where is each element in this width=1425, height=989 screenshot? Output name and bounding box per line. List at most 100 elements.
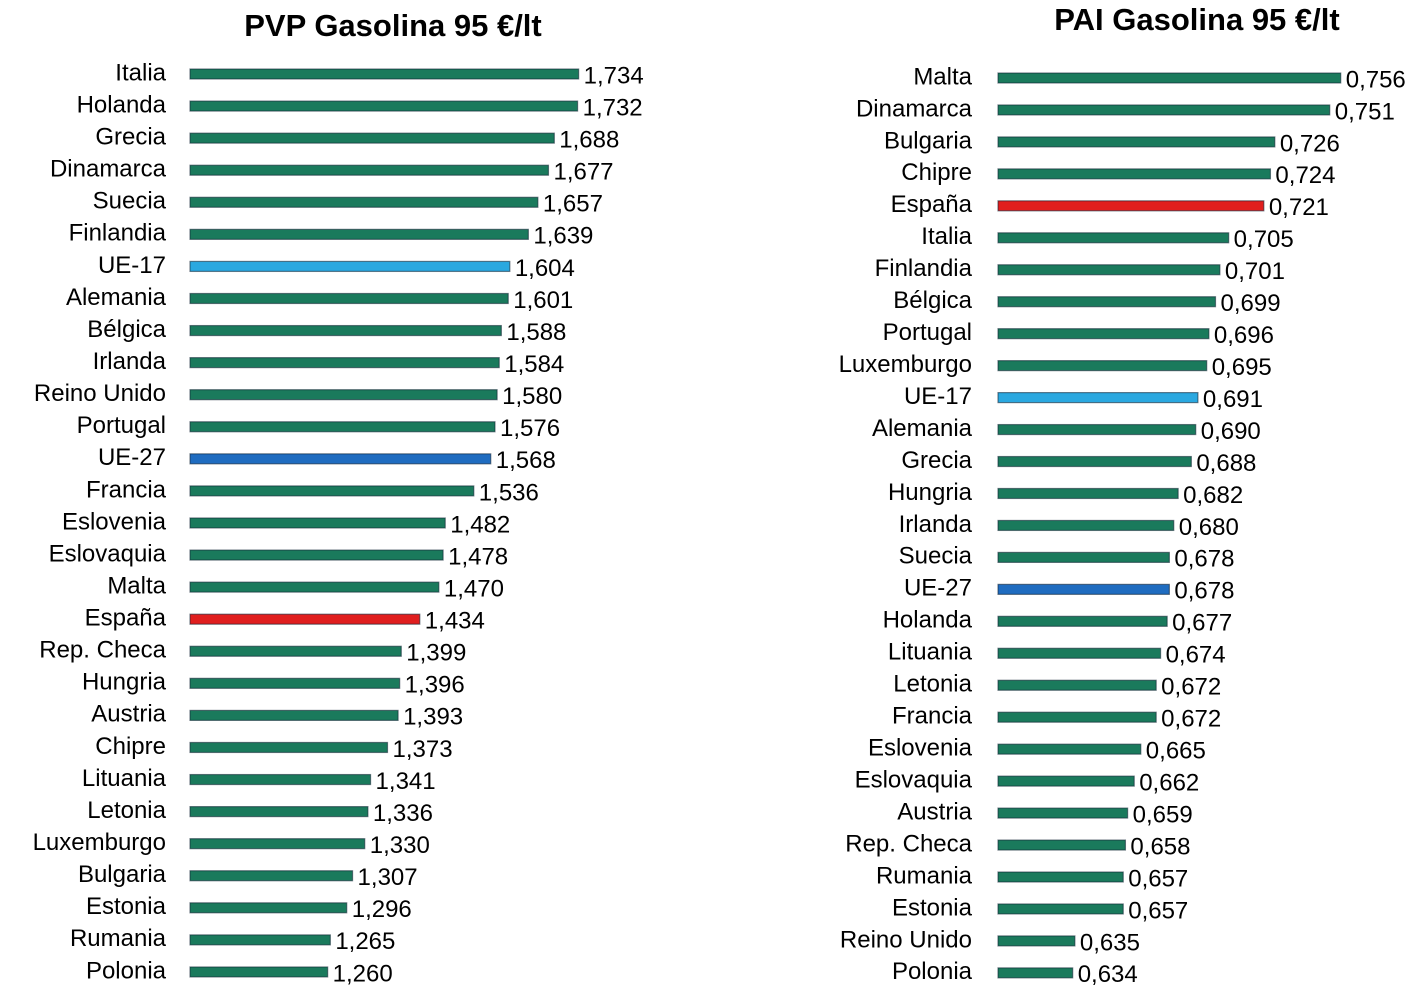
bar — [189, 132, 555, 144]
bar — [997, 328, 1210, 340]
bar — [997, 871, 1124, 883]
value-label: 1,677 — [553, 159, 613, 186]
bar — [189, 100, 579, 112]
bar — [997, 647, 1162, 659]
value-label: 0,659 — [1133, 801, 1193, 828]
value-label: 1,336 — [373, 800, 433, 827]
category-label: Francia — [86, 476, 167, 503]
category-label: Lituania — [888, 639, 973, 666]
bar — [997, 455, 1192, 468]
bar — [997, 775, 1135, 787]
value-label: 1,470 — [444, 575, 504, 602]
value-label: 1,688 — [559, 126, 619, 153]
bar — [189, 645, 402, 657]
category-label: Finlandia — [875, 255, 973, 282]
bar — [997, 392, 1199, 404]
bar — [997, 903, 1124, 915]
bar — [189, 773, 372, 786]
category-label: UE-17 — [904, 383, 972, 410]
category-label: Grecia — [901, 447, 972, 474]
value-label: 0,721 — [1269, 194, 1329, 221]
category-label: Suecia — [899, 543, 973, 570]
bar — [997, 743, 1142, 755]
category-label: Lituania — [82, 765, 167, 792]
value-label: 0,658 — [1130, 833, 1190, 860]
value-label: 1,399 — [406, 640, 466, 667]
category-label: Malta — [107, 572, 166, 599]
category-label: Alemania — [66, 284, 167, 311]
bar — [189, 966, 329, 978]
category-label: Austria — [91, 701, 166, 728]
bar — [997, 200, 1265, 212]
bar — [997, 360, 1208, 372]
value-label: 0,678 — [1174, 578, 1234, 605]
value-label: 1,588 — [506, 319, 566, 346]
category-label: Francia — [892, 703, 973, 730]
value-label: 1,265 — [335, 928, 395, 955]
category-label: Reino Unido — [34, 380, 166, 407]
value-label: 1,732 — [583, 94, 643, 121]
value-label: 1,482 — [450, 511, 510, 538]
value-label: 0,701 — [1225, 258, 1285, 285]
value-label: 0,726 — [1280, 130, 1340, 157]
bar — [189, 164, 550, 176]
bar — [189, 68, 580, 80]
chart-title: PAI Gasolina 95 €/lt — [1054, 2, 1339, 37]
category-label: Grecia — [95, 123, 166, 150]
value-label: 1,393 — [403, 704, 463, 731]
value-label: 1,478 — [448, 543, 508, 570]
category-label: Alemania — [872, 415, 973, 442]
bar — [189, 292, 509, 305]
bar — [997, 583, 1170, 595]
value-label: 0,688 — [1196, 450, 1256, 477]
category-label: España — [85, 605, 167, 632]
bar — [189, 902, 348, 914]
category-label: Polonia — [892, 958, 973, 985]
category-label: Rep. Checa — [39, 637, 166, 664]
value-label: 0,696 — [1214, 322, 1274, 349]
value-label: 1,536 — [479, 479, 539, 506]
bar — [189, 357, 500, 369]
category-label: Estonia — [86, 893, 167, 920]
value-label: 0,705 — [1234, 226, 1294, 253]
bar — [189, 196, 539, 208]
value-label: 0,680 — [1179, 514, 1239, 541]
value-label: 0,657 — [1128, 865, 1188, 892]
category-label: Chipre — [95, 733, 166, 760]
category-label: Luxemburgo — [33, 829, 166, 856]
value-label: 0,724 — [1275, 162, 1335, 189]
category-label: Rumania — [876, 862, 973, 889]
value-label: 1,568 — [496, 447, 556, 474]
category-label: Eslovenia — [868, 735, 973, 762]
value-label: 1,604 — [515, 255, 575, 282]
bar — [997, 807, 1129, 819]
bar — [997, 519, 1175, 532]
category-label: UE-27 — [904, 575, 972, 602]
bar — [189, 870, 354, 882]
value-label: 1,396 — [405, 672, 465, 699]
value-label: 0,751 — [1335, 98, 1395, 125]
category-label: Estonia — [892, 894, 973, 921]
bar — [189, 324, 502, 337]
category-label: Dinamarca — [50, 156, 167, 183]
category-label: Rep. Checa — [845, 830, 972, 857]
category-label: Austria — [897, 798, 972, 825]
chart-title: PVP Gasolina 95 €/lt — [244, 8, 542, 43]
bar — [997, 168, 1272, 180]
category-label: Bulgaria — [78, 861, 167, 888]
bar — [997, 839, 1127, 851]
bar — [189, 806, 369, 818]
value-label: 0,690 — [1201, 418, 1261, 445]
value-label: 1,341 — [376, 768, 436, 795]
category-label: Irlanda — [93, 348, 167, 375]
bar — [189, 453, 492, 465]
value-label: 0,672 — [1161, 674, 1221, 701]
bar — [189, 485, 475, 497]
bar — [189, 741, 389, 754]
category-label: Bélgica — [893, 287, 972, 314]
category-label: Portugal — [883, 319, 972, 346]
bar — [189, 709, 399, 722]
value-label: 0,691 — [1203, 386, 1263, 413]
bar — [189, 581, 440, 593]
value-label: 1,639 — [533, 223, 593, 250]
